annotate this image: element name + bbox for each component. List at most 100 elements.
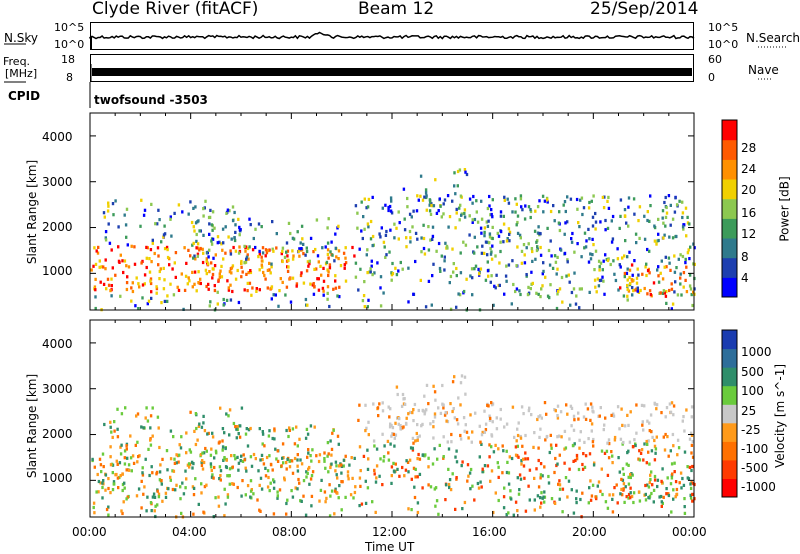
velocity-cell	[514, 500, 518, 504]
power-cell	[285, 250, 288, 254]
power-cell	[422, 246, 426, 251]
power-cell	[125, 287, 129, 292]
velocity-cell	[469, 467, 473, 472]
power-cell	[665, 265, 668, 269]
velocity-cell	[249, 495, 252, 499]
velocity-cell	[109, 463, 113, 467]
power-cell	[465, 172, 469, 177]
velocity-cell	[463, 429, 466, 433]
power-cell	[211, 267, 214, 271]
velocity-cell	[662, 435, 665, 439]
velocity-cell	[516, 509, 519, 513]
power-cell	[119, 294, 122, 298]
velocity-cell	[413, 485, 416, 489]
velocity-cell	[177, 460, 180, 464]
power-cell	[338, 285, 341, 289]
velocity-cell	[330, 447, 334, 451]
velocity-cell	[676, 453, 679, 457]
power-cell	[140, 198, 143, 202]
velocity-cell	[180, 511, 183, 515]
velocity-cell	[512, 513, 515, 517]
power-cell	[542, 210, 545, 214]
power-cell	[583, 246, 586, 250]
velocity-cell	[688, 437, 692, 441]
power-cell	[462, 240, 465, 244]
velocity-cell	[217, 441, 221, 445]
velocity-cell	[556, 435, 559, 439]
power-cell	[356, 211, 359, 215]
power-cell	[227, 288, 231, 292]
velocity-cell	[442, 456, 445, 460]
power-cell	[119, 253, 122, 257]
power-cell	[184, 274, 188, 278]
velocity-cell	[418, 457, 422, 461]
power-cell	[196, 252, 200, 256]
velocity-cell	[335, 464, 338, 468]
velocity-cell	[149, 438, 152, 442]
power-cell	[518, 289, 521, 293]
power-cell	[428, 209, 432, 213]
velocity-cell	[107, 477, 110, 481]
velocity-cell	[219, 478, 222, 482]
velocity-cell	[449, 488, 453, 492]
power-cell	[295, 282, 299, 286]
velocity-cell	[149, 426, 152, 430]
velocity-cell	[579, 430, 582, 434]
velocity-cell	[103, 422, 106, 427]
power-ytick-1000: 1000	[42, 264, 73, 278]
power-cell	[237, 251, 241, 255]
velocity-cell	[528, 406, 531, 410]
velocity-cell	[160, 482, 163, 486]
power-cell	[270, 262, 273, 266]
power-cell	[662, 289, 666, 293]
power-cell	[414, 231, 418, 235]
power-cell	[684, 278, 687, 282]
power-cell	[163, 247, 167, 251]
power-cell	[465, 277, 468, 281]
velocity-cell	[478, 424, 481, 428]
power-cell	[515, 202, 518, 206]
power-cell	[378, 232, 381, 236]
power-cell	[505, 264, 508, 268]
velocity-cell	[660, 411, 663, 415]
power-cell	[94, 277, 97, 281]
power-cell	[572, 287, 576, 291]
power-cell	[169, 215, 172, 219]
power-cell	[559, 248, 563, 252]
power-cell	[502, 240, 505, 244]
velocity-cell	[499, 417, 502, 421]
power-cell	[194, 257, 197, 261]
power-cell	[382, 291, 385, 295]
velocity-cell	[99, 481, 102, 485]
velocity-cell	[157, 426, 160, 430]
power-cell	[664, 255, 667, 259]
power-cell	[657, 280, 661, 284]
nsky-tick-bottom: 10^0	[54, 38, 85, 51]
power-cell	[538, 199, 541, 203]
velocity-cell	[644, 483, 647, 488]
velocity-cell	[451, 409, 454, 414]
power-cell	[284, 293, 287, 297]
power-cell	[326, 297, 329, 301]
power-cell	[519, 197, 523, 201]
velocity-cell	[304, 436, 308, 440]
power-cell	[599, 261, 603, 265]
power-cell	[262, 270, 265, 275]
power-cell	[616, 257, 620, 261]
velocity-cell	[202, 421, 205, 425]
velocity-cell	[682, 483, 686, 487]
power-cell	[96, 251, 100, 255]
power-cell	[624, 239, 627, 243]
power-cell	[667, 194, 671, 198]
power-cell	[258, 249, 261, 253]
velocity-cell	[146, 495, 149, 499]
power-cell	[635, 241, 638, 245]
power-cell	[234, 223, 237, 227]
power-cell	[362, 294, 366, 298]
velocity-cell	[179, 446, 183, 450]
velocity-cell	[586, 407, 590, 411]
power-cell	[280, 252, 283, 256]
velocity-cell	[459, 403, 462, 407]
power-cell	[502, 222, 506, 226]
